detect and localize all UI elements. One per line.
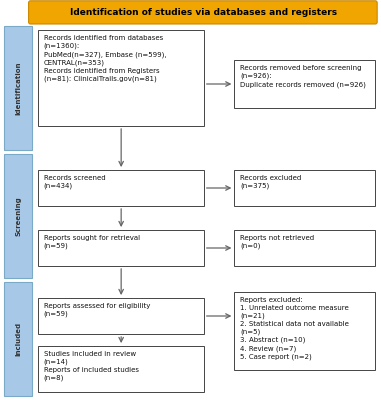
Text: Identification of studies via databases and registers: Identification of studies via databases …: [70, 8, 338, 17]
FancyBboxPatch shape: [38, 298, 204, 334]
FancyBboxPatch shape: [4, 26, 32, 150]
FancyBboxPatch shape: [4, 154, 32, 278]
Text: Records removed before screening
(n=926):
Duplicate records removed (n=926): Records removed before screening (n=926)…: [240, 65, 366, 88]
FancyBboxPatch shape: [38, 30, 204, 126]
FancyBboxPatch shape: [38, 170, 204, 206]
Text: Reports not retrieved
(n=0): Reports not retrieved (n=0): [240, 235, 314, 250]
FancyBboxPatch shape: [234, 230, 375, 266]
Text: Records screened
(n=434): Records screened (n=434): [44, 175, 106, 190]
FancyBboxPatch shape: [29, 1, 377, 24]
Text: Reports excluded:
1. Unrelated outcome measure
(n=21)
2. Statistical data not av: Reports excluded: 1. Unrelated outcome m…: [240, 297, 349, 360]
Text: Records identified from databases
(n=1360):
PubMed(n=327), Embase (n=599),
CENTR: Records identified from databases (n=136…: [44, 35, 166, 82]
FancyBboxPatch shape: [234, 60, 375, 108]
FancyBboxPatch shape: [4, 282, 32, 396]
Text: Records excluded
(n=375): Records excluded (n=375): [240, 175, 301, 190]
Text: Reports sought for retrieval
(n=59): Reports sought for retrieval (n=59): [44, 235, 140, 250]
Text: Identification: Identification: [15, 61, 21, 115]
FancyBboxPatch shape: [234, 170, 375, 206]
Text: Screening: Screening: [15, 196, 21, 236]
Text: Reports assessed for eligibility
(n=59): Reports assessed for eligibility (n=59): [44, 303, 150, 318]
FancyBboxPatch shape: [38, 230, 204, 266]
FancyBboxPatch shape: [234, 292, 375, 370]
FancyBboxPatch shape: [38, 346, 204, 392]
Text: Studies included in review
(n=14)
Reports of included studies
(n=8): Studies included in review (n=14) Report…: [44, 351, 139, 382]
Text: Included: Included: [15, 322, 21, 356]
